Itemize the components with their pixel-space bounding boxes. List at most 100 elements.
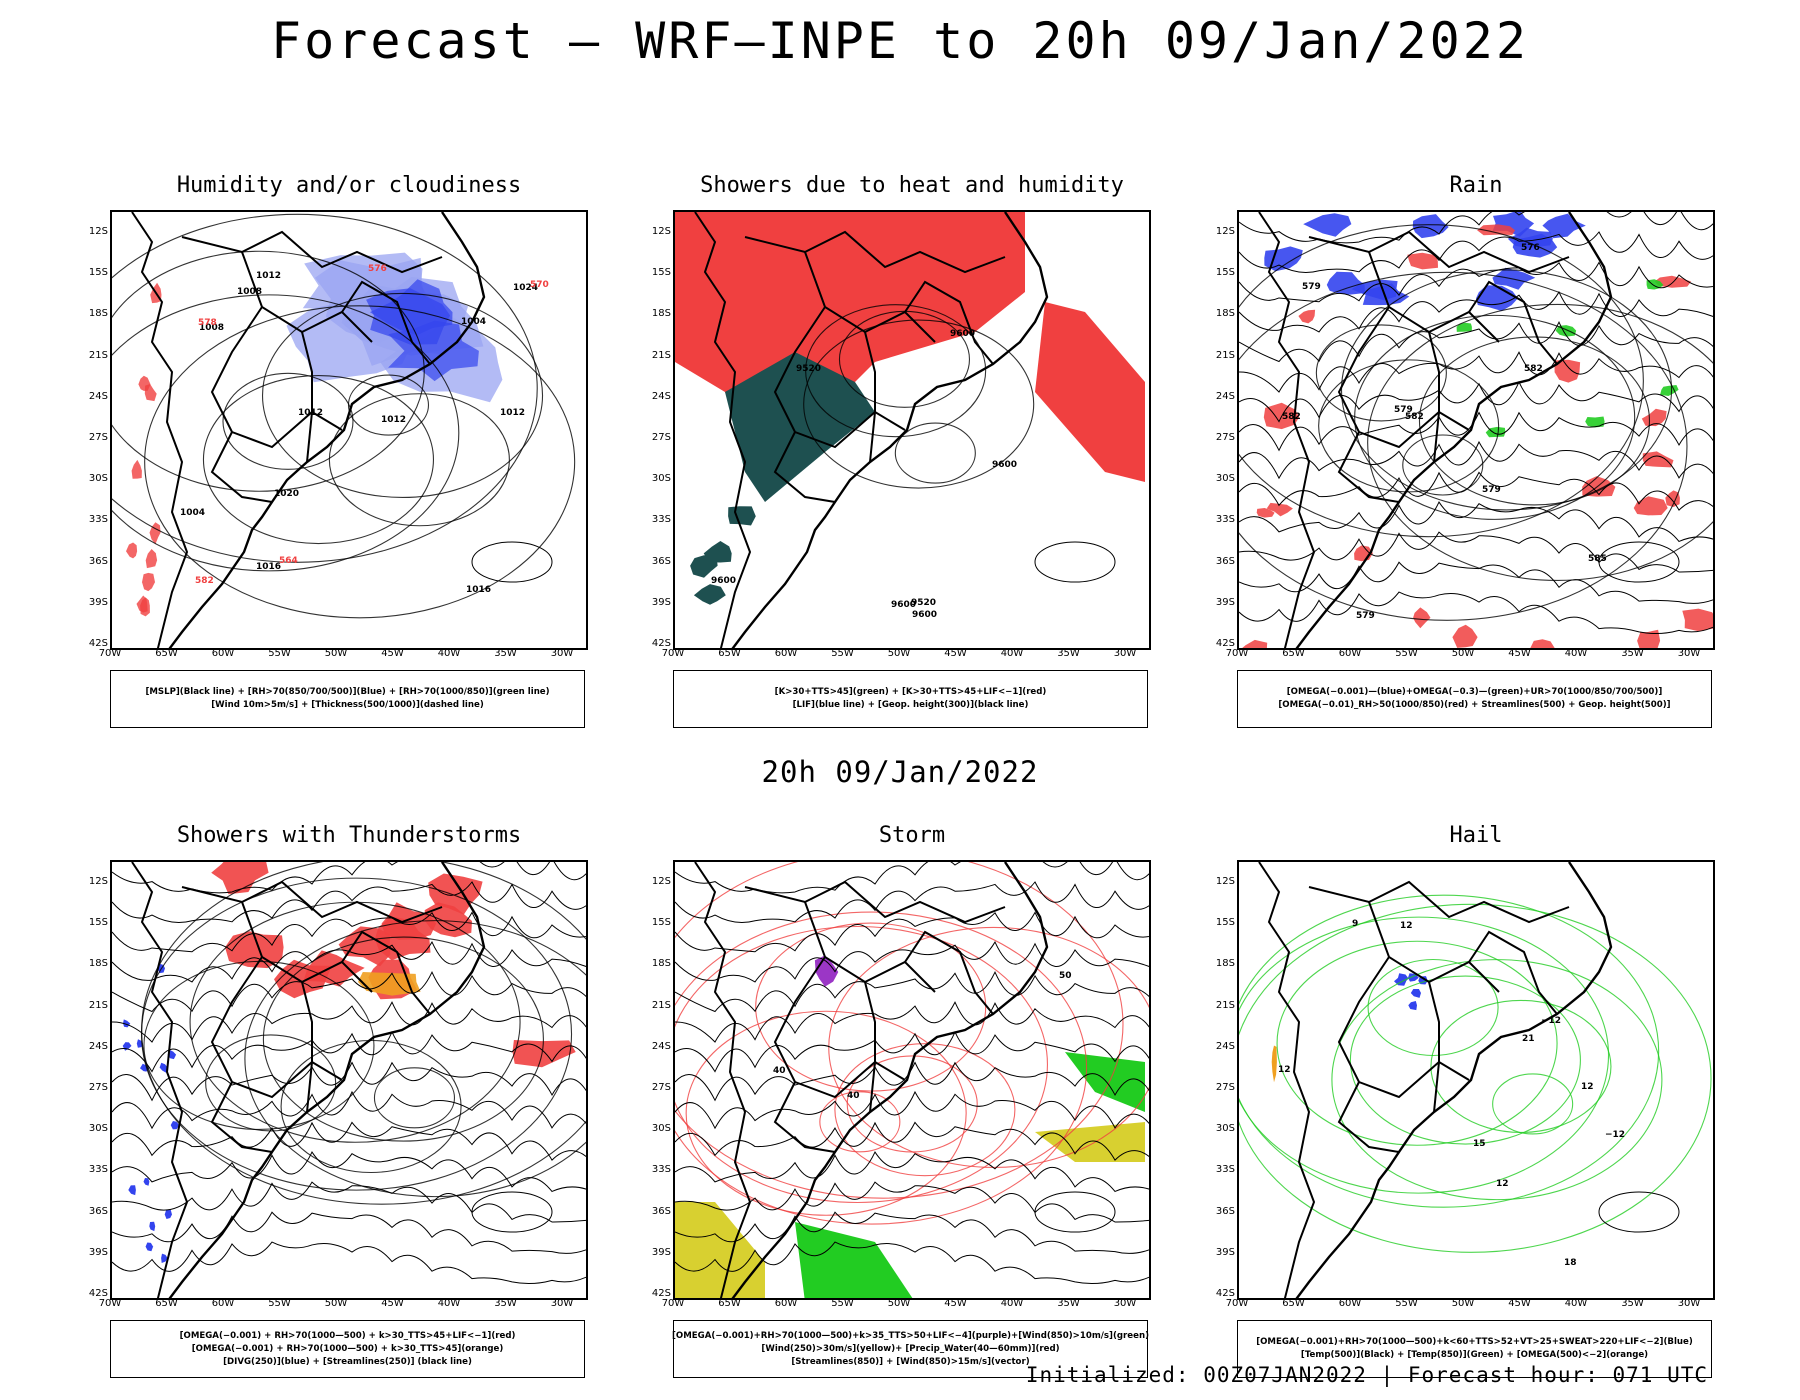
contour-line bbox=[675, 862, 1124, 1199]
field-shading bbox=[1554, 359, 1581, 383]
country-border bbox=[301, 981, 313, 1062]
contour-line bbox=[261, 292, 544, 499]
lat-tick-label: 30S bbox=[88, 1123, 108, 1135]
legend-line: [OMEGA(−0.001) + RH>70(1000—500) + k>30_… bbox=[179, 1330, 516, 1341]
country-border bbox=[869, 1061, 876, 1113]
lon-tick-label: 30W bbox=[1677, 1298, 1701, 1309]
contour-line bbox=[894, 422, 976, 484]
lon-tick-label: 30W bbox=[550, 648, 574, 659]
field-shading bbox=[1326, 271, 1365, 295]
field-shading bbox=[1660, 385, 1679, 396]
contour-label: 9520 bbox=[796, 364, 821, 374]
field-shading bbox=[211, 862, 269, 895]
lat-tick-label: 15S bbox=[651, 917, 671, 929]
legend-box-1: [MSLP](Black line) + [RH>70(850/700/500)… bbox=[110, 670, 585, 728]
lon-tick-label: 45W bbox=[944, 648, 967, 659]
field-shading bbox=[424, 902, 472, 938]
country-border bbox=[744, 880, 1006, 924]
streamline bbox=[675, 1030, 1149, 1073]
contour-label: 1004 bbox=[180, 508, 205, 518]
streamline bbox=[1239, 440, 1713, 480]
lat-tick-label: 33S bbox=[651, 1164, 671, 1176]
lon-tick-label: 50W bbox=[887, 648, 911, 659]
contour-line bbox=[262, 936, 544, 1142]
contour-label: 9600 bbox=[891, 600, 916, 610]
field-shading bbox=[149, 1221, 156, 1232]
lon-tick-label: 65W bbox=[155, 648, 178, 659]
field-shading bbox=[374, 916, 431, 961]
lat-tick-label: 39S bbox=[651, 596, 671, 608]
contour-label: 1012 bbox=[381, 415, 406, 425]
country-border bbox=[301, 331, 313, 412]
contour-line bbox=[1239, 916, 1610, 1194]
lon-tick-label: 45W bbox=[944, 1298, 967, 1309]
lat-tick-label: 15S bbox=[651, 267, 671, 279]
contour-label: 582 bbox=[1524, 364, 1543, 374]
field-shading bbox=[128, 1185, 136, 1196]
streamline bbox=[1239, 411, 1713, 452]
contour-label: 40 bbox=[847, 1091, 860, 1101]
lon-tick-label: 30W bbox=[550, 1298, 574, 1309]
lat-tick-label: 30S bbox=[88, 473, 108, 485]
lat-tick-label: 15S bbox=[88, 917, 108, 929]
country-border bbox=[1428, 331, 1440, 412]
country-border bbox=[131, 862, 189, 1298]
lat-tick-label: 24S bbox=[88, 1040, 108, 1052]
lat-tick-label: 33S bbox=[651, 514, 671, 526]
lon-tick-label: 30W bbox=[1113, 648, 1137, 659]
lat-tick-label: 36S bbox=[651, 555, 671, 567]
field-shading bbox=[1407, 252, 1438, 270]
lon-tick-label: 40W bbox=[1000, 648, 1024, 659]
contour-label: 1004 bbox=[461, 317, 486, 327]
lat-tick-label: 18S bbox=[88, 958, 108, 970]
streamline bbox=[1239, 290, 1713, 333]
contour-label: 9600 bbox=[992, 460, 1017, 470]
field-shading bbox=[1413, 607, 1431, 629]
lat-tick-label: 24S bbox=[1215, 390, 1235, 402]
streamline bbox=[112, 971, 586, 1013]
lat-tick-label: 30S bbox=[1215, 473, 1235, 485]
streamline bbox=[112, 940, 586, 983]
lat-tick-label: 27S bbox=[1215, 432, 1235, 443]
contour-label: 1016 bbox=[256, 562, 281, 572]
legend-line: [Wind 10m>5m/s] + [Thickness(500/1000)](… bbox=[211, 700, 484, 710]
streamline bbox=[112, 1030, 586, 1073]
lat-tick-label: 12S bbox=[1215, 226, 1235, 237]
country-border bbox=[341, 930, 431, 1015]
contour-label: 579 bbox=[1356, 611, 1375, 621]
lat-tick-label: 18S bbox=[651, 308, 671, 320]
field-shading bbox=[1646, 279, 1664, 290]
lon-tick-label: 70W bbox=[1225, 648, 1249, 659]
lat-tick-label: 39S bbox=[1215, 1246, 1235, 1258]
lon-tick-label: 60W bbox=[774, 648, 798, 659]
contour-line bbox=[373, 1067, 456, 1129]
lon-tick-label: 30W bbox=[1677, 648, 1701, 659]
country-border bbox=[1308, 880, 1570, 924]
pressure-center bbox=[1034, 541, 1116, 583]
country-border bbox=[904, 280, 994, 365]
field-shading bbox=[1298, 309, 1316, 324]
field-shading bbox=[164, 1209, 172, 1219]
coastline bbox=[731, 862, 1049, 1298]
lat-tick-label: 42S bbox=[651, 638, 671, 649]
lat-tick-label: 27S bbox=[651, 432, 671, 443]
contour-label: 1012 bbox=[256, 271, 281, 281]
legend-line: [DIVG(250)](blue) + [Streamlines(250)] (… bbox=[223, 1356, 472, 1367]
map-svg bbox=[112, 862, 586, 1298]
field-shading bbox=[159, 1062, 168, 1073]
field-shading bbox=[138, 375, 151, 391]
legend-line: [OMEGA(−0.001)+RH>70(1000—500)+k>35_TTS>… bbox=[672, 1330, 1149, 1341]
field-shading bbox=[1485, 426, 1506, 438]
lon-tick-label: 60W bbox=[774, 1298, 798, 1309]
streamline bbox=[675, 1061, 1149, 1102]
lon-tick-label: 70W bbox=[98, 1298, 122, 1309]
legend-line: [K>30+TTS>45](green) + [K>30+TTS>45+LIF<… bbox=[774, 687, 1047, 697]
contour-line bbox=[1492, 1073, 1574, 1135]
coastline bbox=[1295, 862, 1613, 1298]
pressure-center bbox=[1598, 541, 1680, 583]
field-shading bbox=[1271, 1045, 1277, 1083]
field-shading bbox=[1256, 508, 1275, 518]
lon-tick-label: 40W bbox=[437, 648, 461, 659]
map-svg: 1008 1012 1012 1016 1004 1008 1012 1016 1020 1024… bbox=[112, 212, 576, 648]
lon-tick-label: 65W bbox=[718, 1298, 741, 1309]
